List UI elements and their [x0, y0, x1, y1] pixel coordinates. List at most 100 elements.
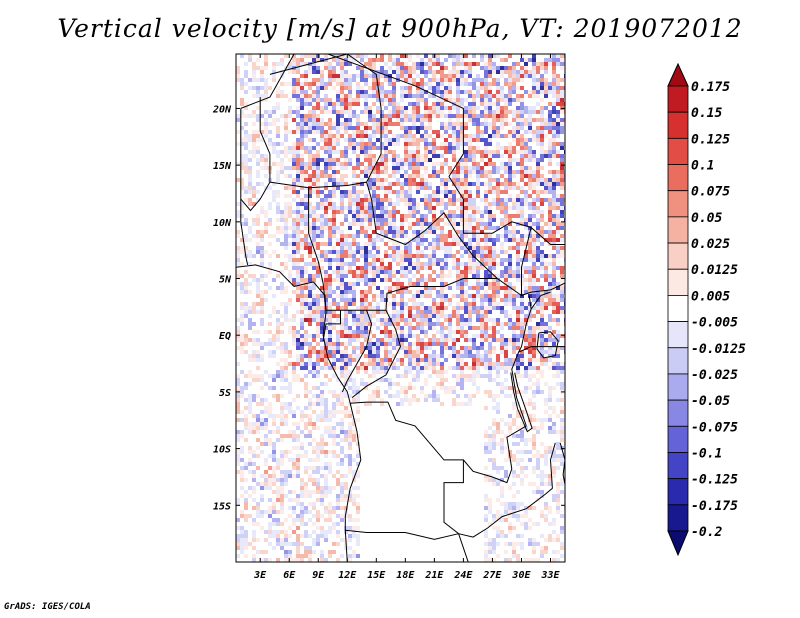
- field-cell: [400, 174, 404, 178]
- field-cell: [400, 94, 404, 98]
- field-cell: [320, 106, 324, 110]
- field-cell: [408, 74, 412, 78]
- field-cell: [512, 206, 516, 210]
- field-cell: [548, 210, 552, 214]
- field-cell: [292, 198, 296, 202]
- field-cell: [548, 294, 552, 298]
- field-cell: [340, 390, 344, 394]
- field-cell: [312, 402, 316, 406]
- field-cell: [372, 58, 376, 62]
- field-cell: [424, 286, 428, 290]
- field-cell: [396, 66, 400, 70]
- field-cell: [424, 182, 428, 186]
- field-cell: [264, 130, 268, 134]
- field-cell: [336, 238, 340, 242]
- field-cell: [248, 226, 252, 230]
- field-cell: [372, 398, 376, 402]
- field-cell: [284, 138, 288, 142]
- field-cell: [392, 242, 396, 246]
- field-cell: [428, 366, 432, 370]
- field-cell: [476, 242, 480, 246]
- field-cell: [460, 270, 464, 274]
- field-cell: [272, 110, 276, 114]
- field-cell: [432, 62, 436, 66]
- field-cell: [376, 174, 380, 178]
- field-cell: [296, 190, 300, 194]
- field-cell: [504, 162, 508, 166]
- field-cell: [480, 346, 484, 350]
- field-cell: [476, 358, 480, 362]
- field-cell: [252, 74, 256, 78]
- field-cell: [376, 342, 380, 346]
- field-cell: [328, 146, 332, 150]
- field-cell: [464, 70, 468, 74]
- field-cell: [504, 322, 508, 326]
- field-cell: [320, 314, 324, 318]
- field-cell: [416, 358, 420, 362]
- field-cell: [512, 230, 516, 234]
- field-cell: [260, 254, 264, 258]
- field-cell: [508, 90, 512, 94]
- field-cell: [436, 338, 440, 342]
- field-cell: [308, 390, 312, 394]
- field-cell: [520, 98, 524, 102]
- field-cell: [460, 378, 464, 382]
- field-cell: [524, 218, 528, 222]
- field-cell: [460, 322, 464, 326]
- field-cell: [364, 170, 368, 174]
- field-cell: [508, 322, 512, 326]
- field-cell: [476, 90, 480, 94]
- field-cell: [272, 198, 276, 202]
- field-cell: [304, 374, 308, 378]
- field-cell: [408, 342, 412, 346]
- field-cell: [512, 290, 516, 294]
- field-cell: [508, 290, 512, 294]
- field-cell: [352, 98, 356, 102]
- field-cell: [528, 342, 532, 346]
- field-cell: [284, 422, 288, 426]
- field-cell: [240, 102, 244, 106]
- field-cell: [528, 222, 532, 226]
- field-cell: [324, 82, 328, 86]
- field-cell: [440, 234, 444, 238]
- field-cell: [408, 314, 412, 318]
- field-cell: [436, 170, 440, 174]
- field-cell: [464, 150, 468, 154]
- field-cell: [240, 238, 244, 242]
- field-cell: [452, 294, 456, 298]
- field-cell: [424, 214, 428, 218]
- field-cell: [356, 270, 360, 274]
- field-cell: [448, 218, 452, 222]
- field-cell: [368, 142, 372, 146]
- field-cell: [372, 354, 376, 358]
- field-cell: [316, 386, 320, 390]
- field-cell: [440, 342, 444, 346]
- field-cell: [280, 350, 284, 354]
- field-cell: [260, 122, 264, 126]
- field-cell: [304, 342, 308, 346]
- field-cell: [456, 122, 460, 126]
- field-cell: [528, 326, 532, 330]
- field-cell: [328, 158, 332, 162]
- field-cell: [264, 58, 268, 62]
- field-cell: [484, 74, 488, 78]
- field-cell: [312, 66, 316, 70]
- field-cell: [308, 166, 312, 170]
- field-cell: [292, 262, 296, 266]
- field-cell: [332, 102, 336, 106]
- field-cell: [272, 430, 276, 434]
- field-cell: [472, 310, 476, 314]
- field-cell: [508, 146, 512, 150]
- field-cell: [348, 394, 352, 398]
- field-cell: [436, 194, 440, 198]
- field-cell: [464, 62, 468, 66]
- field-cell: [332, 298, 336, 302]
- field-cell: [468, 194, 472, 198]
- field-cell: [384, 334, 388, 338]
- field-cell: [248, 290, 252, 294]
- field-cell: [540, 154, 544, 158]
- field-cell: [372, 178, 376, 182]
- field-cell: [560, 222, 564, 226]
- field-cell: [468, 190, 472, 194]
- field-cell: [560, 206, 564, 210]
